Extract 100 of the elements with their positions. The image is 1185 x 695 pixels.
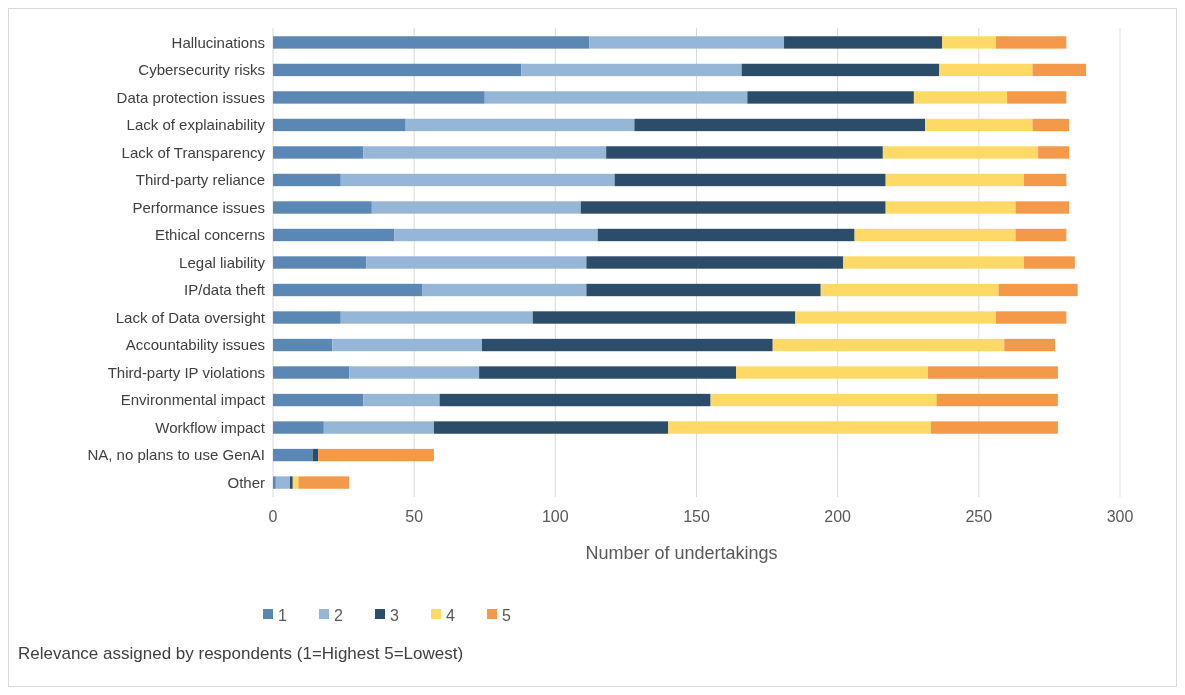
bar — [1032, 63, 1087, 77]
bar — [998, 283, 1078, 297]
bar — [394, 228, 598, 242]
bar — [942, 36, 996, 49]
bar — [273, 91, 485, 104]
y-tick-label: IP/data theft — [184, 281, 266, 299]
bar — [614, 173, 886, 187]
y-tick-label: Cybersecurity risks — [138, 61, 265, 79]
bar — [349, 366, 480, 379]
bar — [484, 91, 748, 104]
bar — [273, 228, 395, 242]
bar — [521, 63, 742, 77]
bar — [332, 338, 482, 352]
bar — [318, 448, 434, 462]
bar — [1024, 173, 1067, 187]
x-tick-label: 0 — [268, 508, 278, 525]
bar — [1015, 201, 1070, 214]
bar — [273, 393, 364, 407]
bar — [273, 201, 372, 214]
legend-label: 1 — [278, 606, 287, 624]
bar — [405, 118, 635, 132]
bar — [597, 228, 855, 242]
bar — [741, 63, 940, 77]
bar — [275, 476, 290, 489]
bar — [273, 476, 276, 489]
bar — [580, 201, 886, 214]
bar — [323, 421, 434, 434]
y-tick-label: Data protection issues — [116, 88, 265, 106]
legend-label: 3 — [390, 606, 399, 624]
y-tick-label: Third-party reliance — [135, 171, 265, 189]
bar — [606, 146, 883, 159]
bar — [772, 338, 1005, 352]
x-tick-label: 200 — [824, 508, 852, 525]
bar — [913, 91, 1008, 104]
bar — [273, 448, 313, 462]
bar — [292, 476, 299, 489]
bar — [340, 173, 615, 187]
bar — [784, 36, 943, 49]
bar — [273, 256, 367, 269]
x-tick-label: 50 — [405, 508, 424, 525]
bar — [736, 366, 929, 379]
bar — [273, 421, 324, 434]
bar — [995, 311, 1067, 324]
x-tick-label: 300 — [1106, 508, 1134, 525]
bar — [885, 201, 1016, 214]
bar — [1024, 256, 1075, 269]
y-tick-label: Performance issues — [132, 198, 265, 216]
bar — [422, 283, 587, 297]
bar — [843, 256, 1025, 269]
bar — [925, 118, 1033, 132]
y-tick-label: NA, no plans to use GenAI — [87, 446, 265, 464]
bar — [882, 146, 1039, 159]
bar — [273, 173, 341, 187]
bar — [289, 476, 293, 489]
bar — [433, 421, 669, 434]
bar — [1004, 338, 1056, 352]
bar — [439, 393, 711, 407]
bar — [273, 311, 341, 324]
bar — [820, 283, 999, 297]
y-tick-label: Lack of explainability — [126, 116, 266, 134]
bar — [298, 476, 350, 489]
bar — [366, 256, 587, 269]
bar — [885, 173, 1025, 187]
bar — [1007, 91, 1067, 104]
legend-label: 5 — [502, 606, 511, 624]
bar — [273, 146, 364, 159]
bar — [589, 36, 785, 49]
y-tick-label: Environmental impact — [120, 391, 266, 409]
bar — [939, 63, 1033, 77]
bar — [363, 146, 607, 159]
bar — [668, 421, 931, 434]
y-tick-label: Legal liability — [179, 253, 266, 271]
bar — [273, 36, 590, 49]
x-axis-title: Number of undertakings — [585, 543, 778, 563]
bar — [340, 311, 533, 324]
y-tick-label: Hallucinations — [171, 33, 265, 51]
bar — [532, 311, 796, 324]
y-tick-label: Other — [227, 473, 265, 491]
legend-label: 4 — [446, 606, 455, 624]
bar — [634, 118, 926, 132]
x-tick-label: 100 — [541, 508, 569, 525]
bar — [747, 91, 914, 104]
bar — [586, 283, 821, 297]
bar — [1038, 146, 1070, 159]
y-tick-label: Accountability issues — [125, 336, 265, 354]
bar — [710, 393, 937, 407]
bar — [479, 366, 737, 379]
y-tick-label: Lack of Transparency — [121, 143, 266, 161]
bar — [795, 311, 996, 324]
y-tick-label: Third-party IP violations — [107, 363, 265, 381]
bar — [928, 366, 1058, 379]
legend-label: 2 — [334, 606, 343, 624]
bar — [363, 393, 440, 407]
y-tick-label: Ethical concerns — [154, 226, 265, 244]
text: Relevance assigned by respondents (1=Highest 5=Lowest) — [18, 643, 464, 663]
bar — [854, 228, 1016, 242]
bar — [481, 338, 773, 352]
x-tick-label: 250 — [965, 508, 993, 525]
bar — [273, 118, 406, 132]
bar — [273, 283, 423, 297]
